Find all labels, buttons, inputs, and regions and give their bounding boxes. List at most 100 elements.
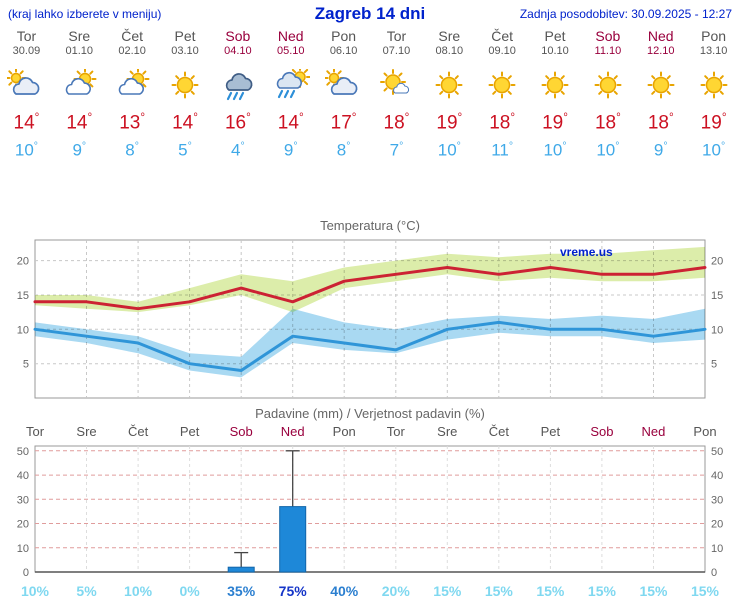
low-temp: 8° bbox=[336, 140, 351, 160]
svg-text:50: 50 bbox=[711, 446, 723, 458]
sun-rain-icon bbox=[264, 63, 317, 107]
precip-probability: 20% bbox=[381, 583, 410, 599]
precip-day-label: Ned bbox=[641, 424, 666, 439]
precip-day-labels: Tor Sre Čet Pet Sob Ned Pon Tor Sre Čet Pet Sob Ned P… bbox=[0, 424, 740, 440]
sunny-icon bbox=[423, 63, 476, 107]
forecast-day-11.10[interactable]: Sob 11.10 18° 10° bbox=[581, 28, 634, 161]
precip-day-label: Čet bbox=[127, 424, 149, 439]
low-temp: 11° bbox=[491, 140, 514, 160]
sunny-icon bbox=[634, 63, 687, 107]
precip-probability: 10% bbox=[20, 583, 50, 599]
high-temp: 14° bbox=[13, 111, 40, 134]
low-temp: 7° bbox=[389, 140, 404, 160]
precip-probability: 15% bbox=[587, 583, 616, 599]
precip-day-label: Sob bbox=[590, 424, 614, 439]
low-temp: 10° bbox=[543, 140, 567, 160]
svg-text:20: 20 bbox=[711, 519, 723, 531]
high-temp: 17° bbox=[330, 111, 357, 134]
day-name: Ned bbox=[277, 28, 304, 44]
day-name: Sre bbox=[438, 28, 461, 44]
day-date: 10.10 bbox=[541, 45, 569, 57]
forecast-day-12.10[interactable]: Ned 12.10 18° 9° bbox=[634, 28, 687, 161]
forecast-day-06.10[interactable]: Pon 06.10 17° 8° bbox=[317, 28, 370, 161]
day-name: Pet bbox=[174, 28, 196, 44]
day-date: 03.10 bbox=[171, 45, 199, 57]
svg-text:40: 40 bbox=[711, 470, 723, 482]
forecast-day-05.10[interactable]: Ned 05.10 14° 9° bbox=[264, 28, 317, 161]
precip-probability: 35% bbox=[227, 583, 256, 599]
region-hint: (kraj lahko izberete v meniju) bbox=[8, 7, 162, 21]
svg-text:30: 30 bbox=[17, 494, 29, 506]
partly-cloudy-icon bbox=[53, 63, 106, 107]
svg-text:30: 30 bbox=[711, 494, 723, 506]
precip-probability: 15% bbox=[433, 583, 462, 599]
low-temp: 5° bbox=[178, 140, 192, 160]
day-date: 02.10 bbox=[118, 45, 146, 57]
forecast-day-09.10[interactable]: Čet 09.10 18° 11° bbox=[476, 28, 529, 161]
low-temp: 10° bbox=[14, 140, 38, 160]
forecast-day-30.09[interactable]: Tor 30.09 14° 10° bbox=[0, 28, 53, 161]
high-temp: 19° bbox=[542, 111, 568, 134]
precip-day-label: Sre bbox=[76, 424, 97, 439]
day-date: 12.10 bbox=[646, 45, 675, 57]
precip-probability-row: 10% 5% 10% 0% 35% 75% 40% 20% 15% 15% 15% 15% 15% 15% bbox=[0, 583, 740, 600]
svg-text:40: 40 bbox=[17, 470, 29, 482]
forecast-day-13.10[interactable]: Pon 13.10 19° 10° bbox=[687, 28, 740, 161]
high-temp: 18° bbox=[594, 111, 621, 134]
forecast-day-10.10[interactable]: Pet 10.10 19° 10° bbox=[529, 28, 582, 161]
svg-text:0: 0 bbox=[711, 567, 717, 579]
high-temp: 14° bbox=[277, 111, 304, 134]
day-name: Sob bbox=[225, 28, 251, 44]
svg-text:15: 15 bbox=[17, 290, 29, 302]
watermark: vreme.us bbox=[560, 245, 613, 259]
precip-day-label: Čet bbox=[488, 424, 509, 439]
sunny-icon bbox=[476, 63, 529, 107]
high-temp: 14° bbox=[172, 111, 198, 134]
forecast-day-04.10[interactable]: Sob 04.10 16° 4° bbox=[211, 28, 264, 161]
low-temp: 10° bbox=[437, 140, 461, 160]
day-name: Pon bbox=[701, 28, 727, 44]
sunny-icon bbox=[159, 63, 212, 107]
cloudy-icon bbox=[317, 63, 370, 107]
forecast-day-01.10[interactable]: Sre 01.10 14° 9° bbox=[53, 28, 106, 161]
rain-icon bbox=[211, 63, 264, 107]
precip-day-label: Pet bbox=[540, 424, 561, 439]
precip-probability: 15% bbox=[536, 583, 565, 599]
precip-day-label: Pon bbox=[693, 424, 717, 439]
day-name: Sob bbox=[595, 28, 621, 44]
low-temp: 9° bbox=[283, 140, 298, 160]
svg-text:20: 20 bbox=[17, 519, 29, 531]
high-temp: 19° bbox=[436, 111, 463, 134]
precip-day-label: Pon bbox=[332, 424, 356, 439]
day-name: Sre bbox=[68, 28, 91, 44]
forecast-day-02.10[interactable]: Čet 02.10 13° 8° bbox=[106, 28, 159, 161]
svg-text:20: 20 bbox=[17, 256, 29, 268]
low-temp: 10° bbox=[596, 140, 620, 160]
low-temp: 10° bbox=[702, 140, 726, 160]
day-name: Ned bbox=[647, 28, 674, 44]
day-name: Čet bbox=[121, 28, 144, 44]
svg-text:5: 5 bbox=[711, 359, 717, 371]
forecast-day-03.10[interactable]: Pet 03.10 14° 5° bbox=[159, 28, 212, 161]
svg-text:50: 50 bbox=[17, 446, 29, 458]
precip-probability: 75% bbox=[278, 583, 307, 599]
sunny-icon bbox=[529, 63, 582, 107]
last-updated: Zadnja posodobitev: 30.09.2025 - 12:27 bbox=[519, 7, 732, 21]
high-temp: 16° bbox=[224, 111, 251, 134]
svg-text:10: 10 bbox=[17, 543, 29, 555]
svg-text:10: 10 bbox=[17, 324, 29, 336]
high-temp: 18° bbox=[489, 111, 516, 134]
day-date: 05.10 bbox=[276, 45, 305, 57]
forecast-day-08.10[interactable]: Sre 08.10 19° 10° bbox=[423, 28, 476, 161]
partly-cloudy-icon bbox=[106, 63, 159, 107]
day-date: 04.10 bbox=[224, 45, 252, 57]
day-name: Pon bbox=[331, 28, 357, 44]
precip-probability: 40% bbox=[330, 583, 359, 599]
precip-day-label: Tor bbox=[25, 424, 45, 439]
sunny-icon bbox=[687, 63, 740, 107]
precip-probability: 5% bbox=[76, 583, 97, 599]
forecast-day-07.10[interactable]: Tor 07.10 18° 7° bbox=[370, 28, 423, 161]
low-temp: 9° bbox=[72, 140, 87, 160]
temperature-chart-title: Temperatura (°C) bbox=[320, 218, 420, 233]
